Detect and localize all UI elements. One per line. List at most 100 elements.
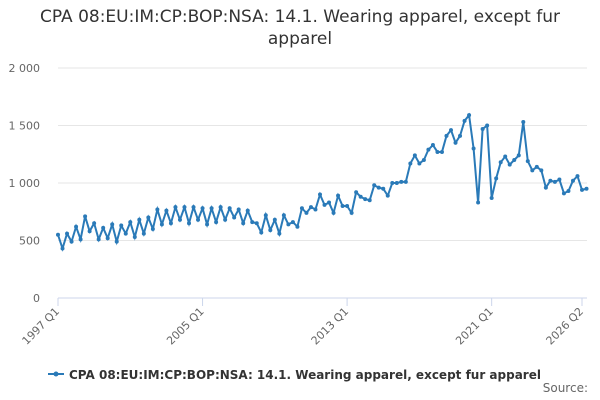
data-point [367, 198, 372, 203]
data-point [539, 168, 544, 173]
data-point [516, 153, 521, 158]
data-point [218, 205, 223, 210]
data-point [96, 237, 101, 242]
data-point [304, 210, 309, 215]
data-point [223, 217, 228, 222]
data-point [313, 207, 318, 212]
data-point [426, 147, 431, 152]
data-point [421, 158, 426, 162]
data-point [439, 149, 444, 154]
data-point [110, 222, 115, 227]
data-point [340, 204, 345, 208]
data-point [65, 231, 70, 236]
data-point [480, 126, 485, 131]
data-point [376, 185, 381, 190]
data-point [584, 186, 589, 191]
data-point [471, 146, 476, 151]
data-point [245, 208, 250, 213]
data-point [308, 205, 313, 210]
data-point [318, 192, 322, 197]
data-point [489, 195, 494, 200]
data-point [272, 217, 277, 222]
data-point [168, 221, 173, 226]
data-point [458, 133, 463, 138]
data-point [462, 118, 467, 123]
data-point [543, 185, 548, 190]
data-point [196, 217, 201, 222]
data-point [254, 221, 259, 226]
x-tick-label: 1997 Q1 [20, 305, 63, 348]
data-point [290, 220, 295, 225]
data-point [381, 186, 386, 191]
y-tick-label: 2 000 [9, 62, 41, 75]
data-point [227, 206, 232, 211]
data-point [354, 190, 359, 195]
data-point [263, 213, 268, 218]
data-point [214, 220, 219, 225]
data-point [277, 231, 282, 236]
data-point [566, 189, 571, 194]
data-point [286, 222, 291, 227]
x-tick-label: 2026 Q2 [544, 305, 587, 348]
chart-title: CPA 08:EU:IM:CP:BOP:NSA: 14.1. Wearing a… [40, 7, 560, 49]
data-point [101, 225, 106, 230]
data-point [159, 222, 164, 227]
data-point [137, 217, 142, 222]
data-point [349, 210, 354, 215]
data-point [372, 183, 377, 188]
data-point [521, 120, 526, 125]
data-point [570, 178, 575, 183]
data-point [56, 232, 60, 237]
data-point [331, 210, 336, 215]
data-point [123, 231, 128, 236]
data-point [363, 197, 368, 202]
data-point [295, 224, 300, 229]
data-point [512, 158, 517, 162]
data-point [141, 231, 146, 236]
data-point [92, 221, 97, 226]
data-point [209, 206, 214, 211]
data-point [430, 143, 435, 148]
data-point [150, 227, 155, 231]
data-point [345, 204, 350, 208]
series-line [57, 112, 587, 252]
data-point [476, 200, 481, 205]
data-point [322, 202, 327, 207]
data-point [575, 174, 580, 179]
data-point [417, 161, 422, 166]
data-point [74, 224, 79, 229]
data-point [128, 220, 133, 225]
legend-marker [53, 371, 59, 377]
x-tick-label: 2013 Q1 [309, 305, 352, 348]
y-tick-label: 0 [33, 292, 40, 305]
data-point [78, 237, 83, 242]
data-point [241, 221, 246, 226]
data-point [205, 222, 210, 227]
data-point [561, 191, 566, 196]
data-point [580, 187, 584, 192]
data-point [552, 179, 557, 184]
data-point [494, 176, 499, 181]
data-point [525, 159, 530, 164]
data-point [299, 206, 304, 211]
data-point [105, 236, 110, 241]
data-point [485, 123, 490, 128]
data-point [250, 220, 255, 225]
data-point [467, 113, 472, 118]
data-point [114, 239, 119, 244]
data-point [385, 193, 390, 198]
y-tick-label: 500 [19, 235, 40, 248]
data-point [453, 140, 458, 145]
data-point [177, 217, 182, 222]
source: Source: [543, 381, 588, 395]
data-point [132, 235, 137, 240]
data-point [503, 154, 508, 159]
data-point [394, 181, 399, 185]
data-point [498, 160, 503, 165]
data-point [119, 223, 124, 228]
x-tick-label: 2021 Q1 [453, 305, 496, 348]
data-point [164, 208, 169, 213]
data-point [83, 214, 88, 219]
